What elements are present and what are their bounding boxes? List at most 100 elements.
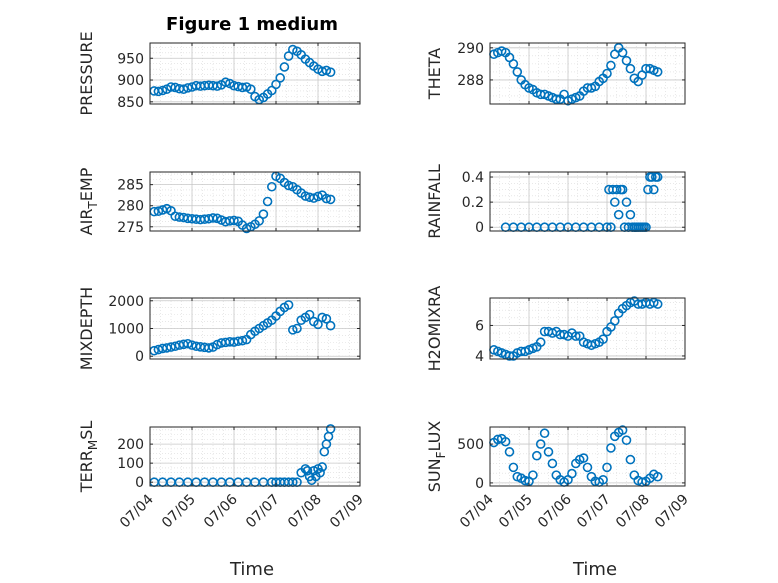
data-point	[237, 335, 248, 346]
data-point	[262, 196, 273, 207]
axes-box	[489, 42, 686, 105]
data-point	[539, 428, 550, 439]
figure-title: Figure 1 medium	[166, 14, 338, 35]
data-point	[183, 83, 193, 93]
axes-box	[489, 171, 686, 232]
data-point	[508, 462, 519, 473]
y-tick-label: 100	[117, 456, 144, 472]
y-tick-label: 288	[457, 73, 484, 89]
data-point	[543, 447, 554, 457]
y-tick-label: 285	[117, 178, 144, 194]
axes-box	[489, 426, 686, 487]
data-point	[275, 73, 286, 83]
data-point	[578, 453, 589, 463]
subplot-5: 0 1000 2000 MIXDEPTH	[77, 287, 361, 370]
data-point	[606, 443, 616, 453]
data-point	[500, 436, 511, 447]
data-point	[613, 209, 624, 220]
data-point	[153, 206, 164, 216]
data-series	[149, 300, 336, 356]
data-point	[325, 424, 336, 434]
data-point	[512, 67, 523, 77]
y-tick-label: 500	[457, 437, 484, 453]
y-axis-label: AIRTEMP	[77, 167, 100, 235]
data-point	[317, 312, 328, 323]
data-point	[617, 425, 628, 435]
subplot-4: 0 0.2 0.4 RAINFALL	[425, 164, 686, 239]
y-axis-label: PRESSURE	[77, 31, 96, 115]
data-point	[220, 77, 231, 88]
data-point	[648, 184, 659, 195]
data-series	[489, 43, 663, 106]
data-point	[212, 81, 222, 91]
axes-box	[149, 426, 361, 487]
data-point	[652, 67, 663, 77]
y-tick-label: 290	[457, 41, 484, 57]
data-point	[229, 215, 239, 226]
data-point	[287, 325, 298, 335]
data-point	[625, 209, 636, 220]
data-point	[292, 323, 302, 334]
data-point	[567, 468, 577, 479]
data-point	[271, 79, 281, 90]
data-point	[283, 300, 294, 310]
data-point	[246, 84, 256, 94]
axes-box	[149, 171, 361, 232]
data-series	[149, 44, 336, 105]
y-axis-label: H2OMIXRA	[425, 286, 444, 372]
data-point	[508, 59, 519, 69]
y-tick-label: 1000	[108, 322, 144, 338]
data-point	[183, 338, 193, 349]
y-tick-label: 900	[117, 73, 144, 89]
y-tick-label: 280	[117, 199, 144, 215]
data-point	[652, 172, 663, 182]
data-point	[551, 94, 562, 104]
data-point	[570, 331, 581, 341]
data-point	[621, 55, 632, 66]
y-tick-label: 275	[117, 220, 144, 236]
y-axis-label: THETA	[425, 48, 444, 100]
data-point	[254, 216, 265, 226]
data-point	[647, 172, 657, 182]
y-axis-label: TERRMSL	[77, 421, 100, 494]
data-point	[598, 334, 608, 344]
data-point	[208, 213, 218, 223]
data-series	[489, 296, 663, 361]
data-point	[531, 450, 542, 461]
y-tick-label: 0	[135, 349, 144, 365]
data-point	[258, 209, 269, 219]
data-point	[625, 454, 636, 465]
y-tick-label: 4	[475, 349, 484, 365]
data-point	[582, 462, 593, 473]
data-point	[535, 337, 546, 348]
data-point	[313, 191, 323, 202]
y-tick-label: 950	[117, 51, 144, 67]
data-point	[621, 435, 632, 445]
data-point	[321, 313, 332, 324]
data-point	[283, 51, 294, 61]
data-point	[520, 475, 530, 486]
y-tick-label: 6	[475, 318, 484, 334]
data-point	[315, 467, 325, 478]
data-point	[302, 465, 313, 476]
data-point	[204, 343, 214, 353]
data-point	[504, 447, 515, 457]
data-point	[535, 439, 546, 449]
data-point	[617, 184, 628, 195]
data-point	[170, 341, 180, 352]
data-point	[504, 351, 515, 361]
data-point	[547, 458, 558, 469]
data-point	[178, 84, 189, 94]
data-point	[304, 309, 315, 320]
data-point	[212, 339, 222, 350]
y-axis-label: RAINFALL	[425, 164, 444, 239]
y-tick-label: 850	[117, 95, 144, 111]
data-point	[617, 47, 628, 58]
data-series	[149, 171, 336, 234]
data-point	[643, 184, 653, 195]
axes-box	[489, 297, 686, 360]
data-point	[325, 67, 336, 77]
data-point	[652, 299, 663, 309]
data-point	[621, 197, 632, 207]
